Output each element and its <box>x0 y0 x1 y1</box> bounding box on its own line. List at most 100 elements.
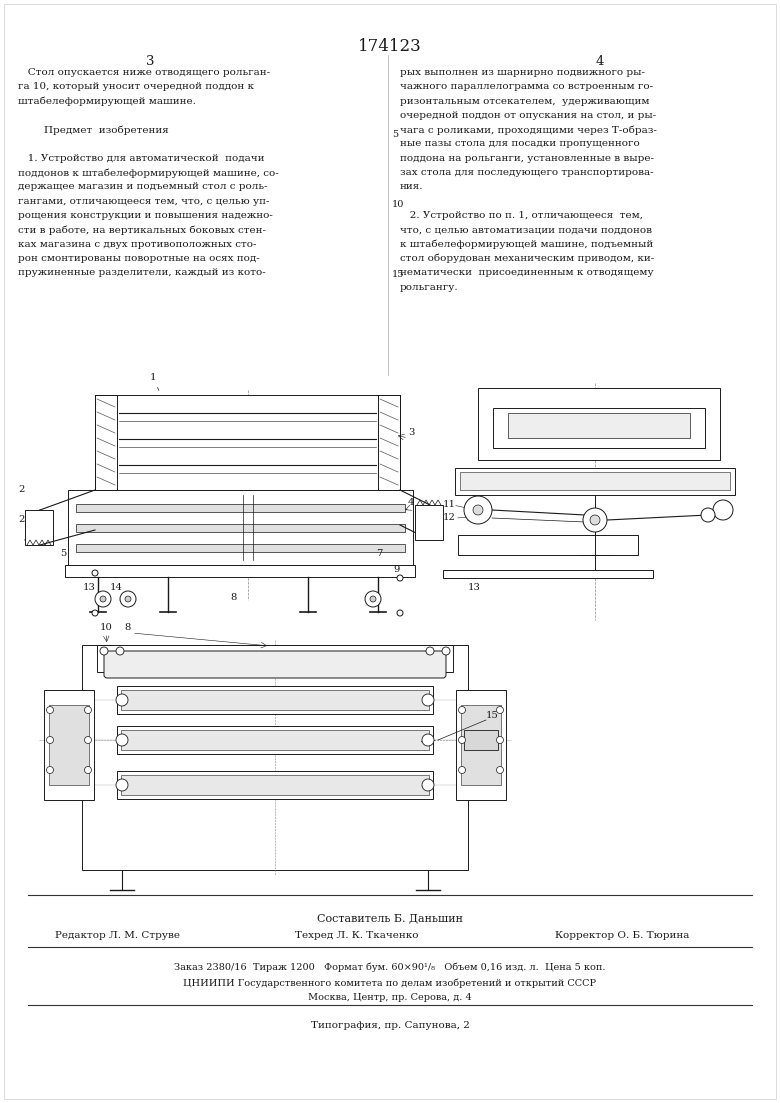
Bar <box>121 690 429 710</box>
Bar <box>117 686 433 714</box>
Text: ризонтальным отсекателем,  удерживающим: ризонтальным отсекателем, удерживающим <box>400 97 650 106</box>
Text: 15: 15 <box>392 270 404 279</box>
Bar <box>65 565 415 577</box>
Circle shape <box>125 596 131 602</box>
Circle shape <box>100 596 106 602</box>
Bar <box>458 535 638 555</box>
Bar <box>68 490 413 565</box>
Text: 11: 11 <box>443 500 456 508</box>
Circle shape <box>84 737 91 743</box>
Text: чага с роликами, проходящими через Т-образ-: чага с роликами, проходящими через Т-обр… <box>400 126 657 135</box>
Text: ные пазы стола для посадки пропущенного: ные пазы стола для посадки пропущенного <box>400 139 640 149</box>
Text: сти в работе, на вертикальных боковых стен-: сти в работе, на вертикальных боковых ст… <box>18 225 266 235</box>
Circle shape <box>422 779 434 791</box>
Text: очередной поддон от опускания на стол, и ры-: очередной поддон от опускания на стол, и… <box>400 111 656 120</box>
Text: ЦНИИПИ Государственного комитета по делам изобретений и открытий СССР: ЦНИИПИ Государственного комитета по дела… <box>183 978 597 987</box>
Text: 5: 5 <box>392 130 398 139</box>
Bar <box>121 730 429 750</box>
Circle shape <box>426 647 434 655</box>
Circle shape <box>590 515 600 525</box>
Text: к штабелеформирующей машине, подъемный: к штабелеформирующей машине, подъемный <box>400 239 654 249</box>
Text: Стол опускается ниже отводящего рольган-: Стол опускается ниже отводящего рольган- <box>18 68 270 77</box>
Text: стол оборудован механическим приводом, ки-: стол оборудован механическим приводом, к… <box>400 254 654 264</box>
Text: га 10, который уносит очередной поддон к: га 10, который уносит очередной поддон к <box>18 83 254 92</box>
Text: рон смонтированы поворотные на осях под-: рон смонтированы поворотные на осях под- <box>18 254 260 263</box>
Circle shape <box>47 737 54 743</box>
Text: рощения конструкции и повышения надежно-: рощения конструкции и повышения надежно- <box>18 211 273 219</box>
Bar <box>461 705 501 785</box>
Circle shape <box>497 707 504 714</box>
Bar <box>95 395 400 490</box>
Text: 4: 4 <box>596 55 604 68</box>
Text: Заказ 2380/16  Тираж 1200   Формат бум. 60×90¹/₈   Объем 0,16 изд. л.  Цена 5 ко: Заказ 2380/16 Тираж 1200 Формат бум. 60×… <box>174 963 606 973</box>
Circle shape <box>397 575 403 581</box>
Text: 2. Устройство по п. 1, отличающееся  тем,: 2. Устройство по п. 1, отличающееся тем, <box>400 211 643 219</box>
Text: 8: 8 <box>230 593 236 602</box>
Text: 8: 8 <box>124 623 130 632</box>
Circle shape <box>442 647 450 655</box>
Circle shape <box>92 570 98 576</box>
Bar <box>76 544 405 552</box>
Text: 10: 10 <box>100 623 113 632</box>
Bar <box>456 690 506 800</box>
FancyBboxPatch shape <box>104 651 446 678</box>
Circle shape <box>473 505 483 515</box>
Text: 12: 12 <box>443 513 456 522</box>
Circle shape <box>84 767 91 773</box>
Text: пружиненные разделители, каждый из кото-: пружиненные разделители, каждый из кото- <box>18 268 266 277</box>
Text: ния.: ния. <box>400 182 424 192</box>
Circle shape <box>497 767 504 773</box>
Circle shape <box>116 647 124 655</box>
Circle shape <box>459 737 466 743</box>
Bar <box>460 472 730 490</box>
Text: Техред Л. К. Ткаченко: Техред Л. К. Ткаченко <box>295 931 419 940</box>
Text: штабелеформирующей машине.: штабелеформирующей машине. <box>18 97 196 106</box>
Text: 2: 2 <box>18 485 24 494</box>
Bar <box>378 395 400 490</box>
Bar <box>44 690 94 800</box>
Circle shape <box>116 733 128 746</box>
Bar <box>82 645 468 870</box>
Text: 3: 3 <box>146 55 154 68</box>
Bar <box>493 408 705 448</box>
Bar <box>76 504 405 512</box>
Circle shape <box>459 707 466 714</box>
Text: гангами, отличающееся тем, что, с целью уп-: гангами, отличающееся тем, что, с целью … <box>18 196 270 205</box>
Circle shape <box>497 737 504 743</box>
Text: 10: 10 <box>392 200 404 208</box>
Text: зах стола для последующего транспортирова-: зах стола для последующего транспортиров… <box>400 168 654 178</box>
Circle shape <box>47 767 54 773</box>
Text: Москва, Центр, пр. Серова, д. 4: Москва, Центр, пр. Серова, д. 4 <box>308 993 472 1002</box>
Bar <box>464 730 498 750</box>
Text: Предмет  изобретения: Предмет изобретения <box>18 126 168 135</box>
Text: 9: 9 <box>393 565 399 574</box>
Circle shape <box>365 591 381 607</box>
Text: 7: 7 <box>376 549 382 558</box>
Circle shape <box>370 596 376 602</box>
Circle shape <box>397 610 403 615</box>
Text: Типография, пр. Сапунова, 2: Типография, пр. Сапунова, 2 <box>310 1021 470 1030</box>
Text: 15: 15 <box>486 711 499 720</box>
Circle shape <box>701 508 715 522</box>
Bar <box>478 388 720 460</box>
Circle shape <box>422 733 434 746</box>
Bar <box>25 510 53 545</box>
Circle shape <box>116 779 128 791</box>
Text: 4: 4 <box>408 497 414 507</box>
Circle shape <box>422 694 434 706</box>
Bar <box>117 771 433 799</box>
Bar <box>97 645 453 672</box>
Circle shape <box>92 610 98 615</box>
Circle shape <box>47 707 54 714</box>
Text: Редактор Л. М. Струве: Редактор Л. М. Струве <box>55 931 180 940</box>
Circle shape <box>100 647 108 655</box>
Text: что, с целью автоматизации подачи поддонов: что, с целью автоматизации подачи поддон… <box>400 225 652 234</box>
Text: чажного параллелограмма со встроенным го-: чажного параллелограмма со встроенным го… <box>400 83 653 92</box>
Circle shape <box>84 707 91 714</box>
Bar <box>443 570 653 578</box>
Text: нематически  присоединенным к отводящему: нематически присоединенным к отводящему <box>400 268 654 277</box>
Text: 2: 2 <box>18 515 24 524</box>
Text: поддонов к штабелеформирующей машине, со-: поддонов к штабелеформирующей машине, со… <box>18 168 278 178</box>
Text: 3: 3 <box>408 428 414 437</box>
Bar <box>49 705 89 785</box>
